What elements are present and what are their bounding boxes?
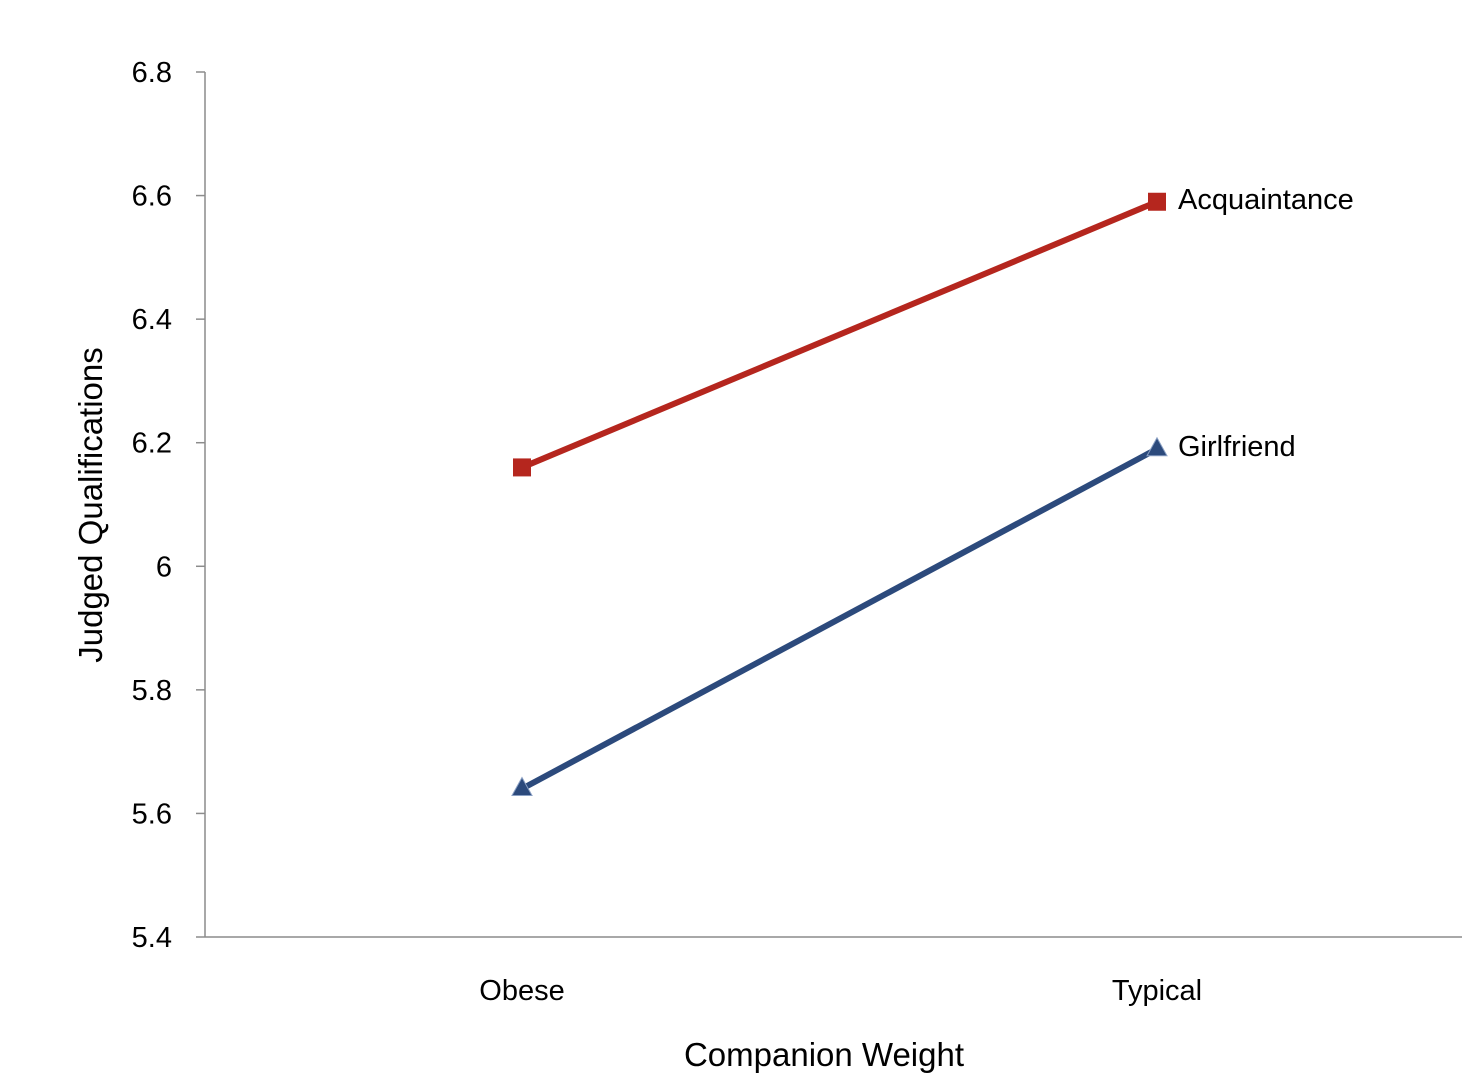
- y-tick-label: 6.2: [132, 428, 172, 460]
- y-tick-label: 5.8: [132, 675, 172, 707]
- data-point-triangle: [1146, 436, 1168, 457]
- y-tick-label: 5.4: [132, 922, 172, 954]
- series-girlfriend: Girlfriend: [511, 431, 1296, 797]
- x-category-label: Typical: [1112, 975, 1202, 1007]
- axes: [204, 72, 1462, 938]
- series-line: [520, 198, 1159, 471]
- y-tick-label: 6.8: [132, 57, 172, 89]
- series-acquaintance: Acquaintance: [513, 184, 1354, 477]
- y-ticks: 5.4 5.6 5.8 6 6.2 6.4 6.6 6.8: [132, 57, 205, 954]
- series-group: Acquaintance Girlfriend: [511, 184, 1354, 797]
- series-label: Girlfriend: [1178, 431, 1296, 463]
- data-point-triangle: [511, 776, 533, 797]
- y-tick-label: 5.6: [132, 798, 172, 830]
- x-ticks: Obese Typical: [479, 975, 1202, 1007]
- y-axis-title: Judged Qualifications: [72, 347, 109, 663]
- series-label: Acquaintance: [1178, 184, 1354, 216]
- x-category-label: Obese: [479, 975, 564, 1007]
- y-tick-label: 6.6: [132, 181, 172, 213]
- x-axis-title: Companion Weight: [684, 1036, 964, 1073]
- data-point-square: [1148, 192, 1166, 211]
- y-tick-label: 6: [156, 551, 172, 583]
- series-line: [520, 446, 1159, 792]
- data-point-square: [513, 458, 531, 477]
- y-tick-label: 6.4: [132, 304, 172, 336]
